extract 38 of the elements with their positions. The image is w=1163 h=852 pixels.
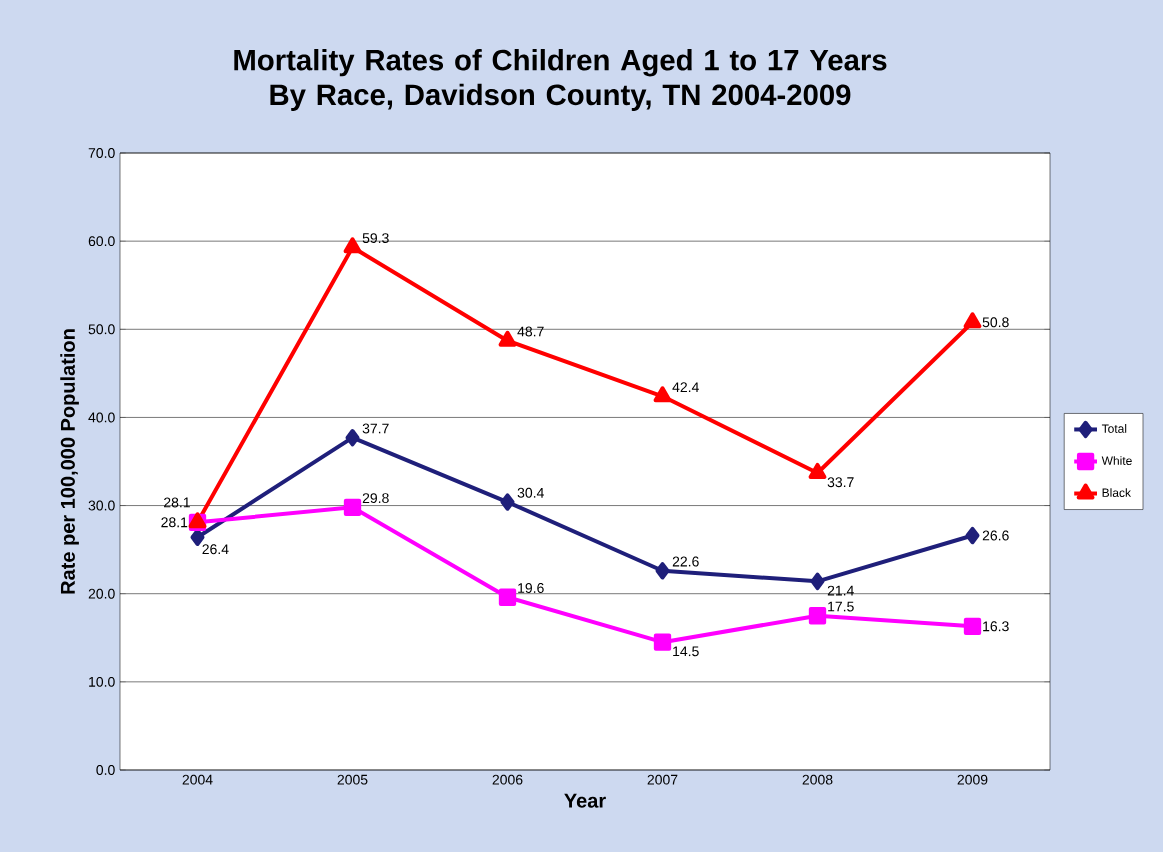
data-label: 50.8 [982, 317, 1009, 328]
data-label: 16.3 [983, 621, 1009, 632]
data-label: 26.4 [202, 544, 229, 555]
data-label: 19.6 [518, 583, 544, 593]
data-label: 42.4 [672, 382, 699, 392]
data-label: 17.5 [828, 601, 854, 612]
legend-label: White [1101, 456, 1132, 465]
data-label: 21.4 [827, 585, 854, 596]
legend-label: Total [1101, 424, 1127, 433]
y-axis-title: Rate per 100,000 Population [60, 329, 79, 594]
data-label: 48.7 [517, 326, 544, 337]
data-label: 28.1 [161, 517, 188, 528]
x-tick-label: 2004 [182, 774, 213, 785]
x-tick-label: 2009 [957, 774, 988, 785]
x-tick-label: 2005 [337, 774, 368, 785]
data-label: 33.7 [827, 477, 854, 488]
data-label: 37.7 [362, 423, 389, 434]
x-tick-label: 2008 [802, 774, 833, 785]
data-label: 22.6 [672, 556, 699, 567]
y-tick-label: 40.0 [88, 412, 115, 423]
data-label: 28.1 [164, 497, 190, 508]
data-label: 26.6 [982, 530, 1009, 541]
data-label: 14.5 [673, 646, 699, 657]
x-tick-label: 2007 [647, 774, 678, 785]
y-tick-label: 0.0 [96, 765, 115, 775]
x-axis-title: Year [564, 793, 606, 808]
x-tick-label: 2006 [492, 774, 523, 785]
y-tick-label: 10.0 [89, 676, 115, 687]
y-tick-label: 20.0 [88, 588, 115, 599]
data-label: 59.3 [362, 233, 389, 244]
y-tick-label: 70.0 [88, 148, 115, 158]
y-tick-label: 30.0 [88, 500, 115, 511]
legend-label: Black [1102, 488, 1132, 497]
y-tick-label: 60.0 [88, 236, 115, 247]
y-tick-label: 50.0 [88, 324, 115, 335]
chart-title: Mortality Rates of Children Aged 1 to 17 Years By Race, Davidson County, TN 2004-2009 [234, 48, 887, 111]
data-label: 30.4 [517, 487, 544, 498]
data-label: 29.8 [362, 493, 389, 504]
